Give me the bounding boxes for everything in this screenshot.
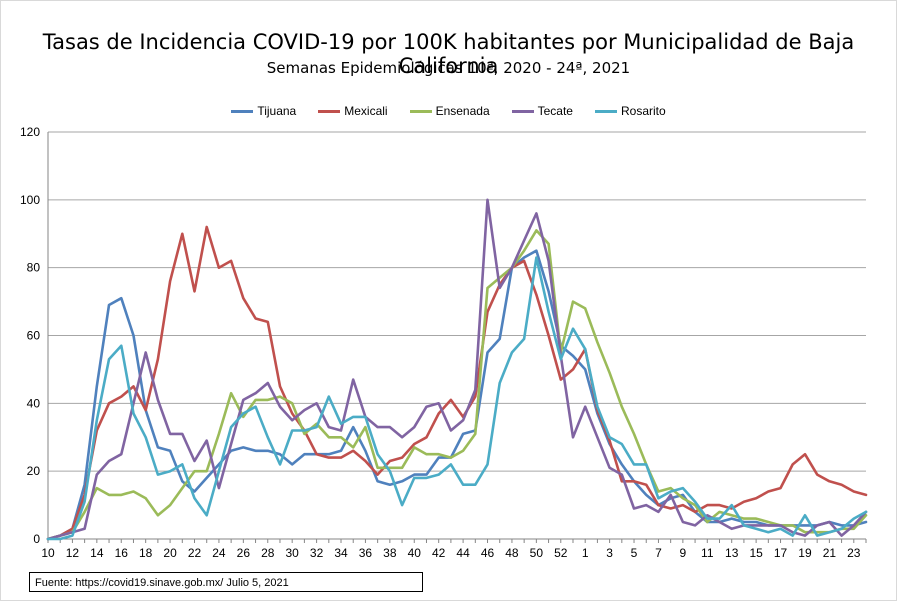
x-tick-label: 42 [432,546,446,560]
series-line-rosarito [46,256,868,541]
x-tick-label: 12 [66,546,80,560]
legend-swatch [511,109,534,113]
chart-subtitle: Semanas Epidemiológicas 10ª, 2020 - 24ª,… [266,59,631,77]
x-tick-label: 11 [701,546,714,560]
legend-swatch [594,109,617,113]
y-tick-label: 0 [33,532,40,546]
x-tick-label: 20 [163,546,177,560]
x-tick-label: 1 [582,546,589,560]
x-tick-label: 16 [115,546,129,560]
legend-item-tecate: Tecate [511,104,573,118]
x-tick-label: 10 [41,546,55,560]
source-note: Fuente: https://covid19.sinave.gob.mx/ J… [29,572,423,592]
x-tick-label: 14 [90,546,104,560]
x-tick-label: 26 [237,546,251,560]
x-tick-label: 7 [655,546,662,560]
x-tick-label: 50 [530,546,544,560]
legend-item-tijuana: Tijuana [231,104,296,118]
y-tick-label: 120 [20,125,40,139]
legend-item-mexicali: Mexicali [318,104,388,118]
legend-label: Tecate [537,104,573,118]
legend-label: Rosarito [620,104,666,118]
legend-item-ensenada: Ensenada [409,104,490,118]
x-tick-label: 5 [631,546,638,560]
y-tick-label: 60 [27,329,41,343]
legend-swatch [409,109,432,113]
y-tick-label: 20 [27,464,41,478]
y-tick-label: 80 [27,261,41,275]
x-tick-label: 40 [408,546,422,560]
series-line-tijuana [46,249,868,541]
x-tick-label: 24 [212,546,226,560]
series-line-mexicali [46,225,868,541]
series-line-tecate [46,198,868,541]
x-tick-label: 23 [847,546,861,560]
y-tick-label: 100 [20,193,40,207]
x-tick-label: 17 [774,546,788,560]
chart-title: Tasas de Incidencia COVID-19 por 100K ha… [42,30,855,78]
x-tick-label: 36 [359,546,373,560]
legend-swatch [231,109,254,113]
x-tick-label: 9 [680,546,687,560]
legend-label: Ensenada [435,104,490,118]
x-tick-label: 3 [606,546,613,560]
chart-legend: Tijuana Mexicali Ensenada Tecate Rosarito [0,104,897,118]
x-tick-label: 15 [749,546,763,560]
x-tick-label: 34 [334,546,348,560]
x-tick-label: 52 [554,546,568,560]
y-tick-label: 40 [27,396,41,410]
legend-swatch [318,109,341,113]
x-tick-label: 44 [456,546,470,560]
x-tick-label: 38 [383,546,397,560]
x-tick-label: 30 [285,546,299,560]
x-tick-label: 46 [481,546,495,560]
x-tick-label: 32 [310,546,324,560]
x-tick-label: 18 [139,546,153,560]
x-tick-label: 22 [188,546,202,560]
legend-label: Tijuana [257,104,297,118]
legend-label: Mexicali [344,104,388,118]
x-tick-label: 13 [725,546,739,560]
x-tick-label: 21 [823,546,837,560]
legend-item-rosarito: Rosarito [594,104,666,118]
x-tick-label: 28 [261,546,275,560]
series-line-ensenada [46,229,868,541]
x-tick-label: 48 [505,546,519,560]
x-tick-label: 19 [798,546,812,560]
